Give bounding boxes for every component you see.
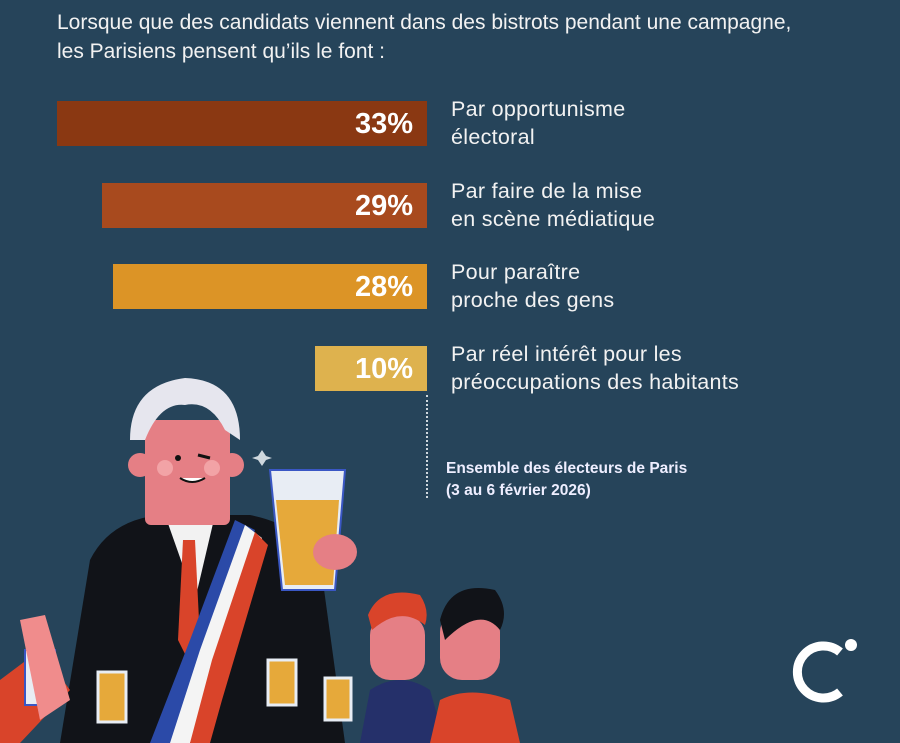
category-label: Par opportunisme électoral — [451, 95, 626, 151]
source-line-2: (3 au 6 février 2026) — [446, 482, 591, 499]
category-label-line: Pour paraître — [451, 260, 581, 284]
category-label-line: Par opportunisme — [451, 97, 626, 121]
logo-c-shape — [792, 641, 843, 703]
category-label-line: proche des gens — [451, 288, 615, 312]
logo-dot — [845, 639, 857, 651]
category-label-line: Par faire de la mise — [451, 179, 643, 203]
source-line-1: Ensemble des électeurs de Paris — [446, 460, 688, 477]
bar-value-label: 10% — [354, 353, 413, 385]
category-label-line: préoccupations des habitants — [451, 370, 740, 394]
bar-1: 33% — [57, 101, 427, 146]
chart-title: Lorsque que des candidats viennent dans … — [57, 8, 791, 66]
category-label: Par réel intérêt pour les préoccupations … — [451, 340, 739, 396]
bar-2: 29% — [102, 183, 427, 228]
bar-value-label: 29% — [354, 190, 413, 222]
bar-3: 28% — [113, 264, 427, 309]
bar-4: 10% — [315, 346, 427, 391]
title-line-1: Lorsque que des candidats viennent dans … — [57, 11, 792, 34]
dotted-divider — [426, 395, 428, 498]
bar-value-label: 28% — [354, 271, 413, 303]
category-label-line: en scène médiatique — [451, 207, 656, 231]
category-label-line: Par réel intérêt pour les — [451, 342, 682, 366]
source-note: Ensemble des électeurs de Paris (3 au 6 … — [446, 458, 687, 502]
category-label: Par faire de la mise en scène médiatique — [451, 177, 655, 233]
category-label-line: électoral — [451, 125, 535, 149]
bar-value-label: 33% — [354, 108, 413, 140]
category-label: Pour paraître proche des gens — [451, 258, 614, 314]
title-line-2: les Parisiens pensent qu’ils le font : — [57, 40, 386, 63]
